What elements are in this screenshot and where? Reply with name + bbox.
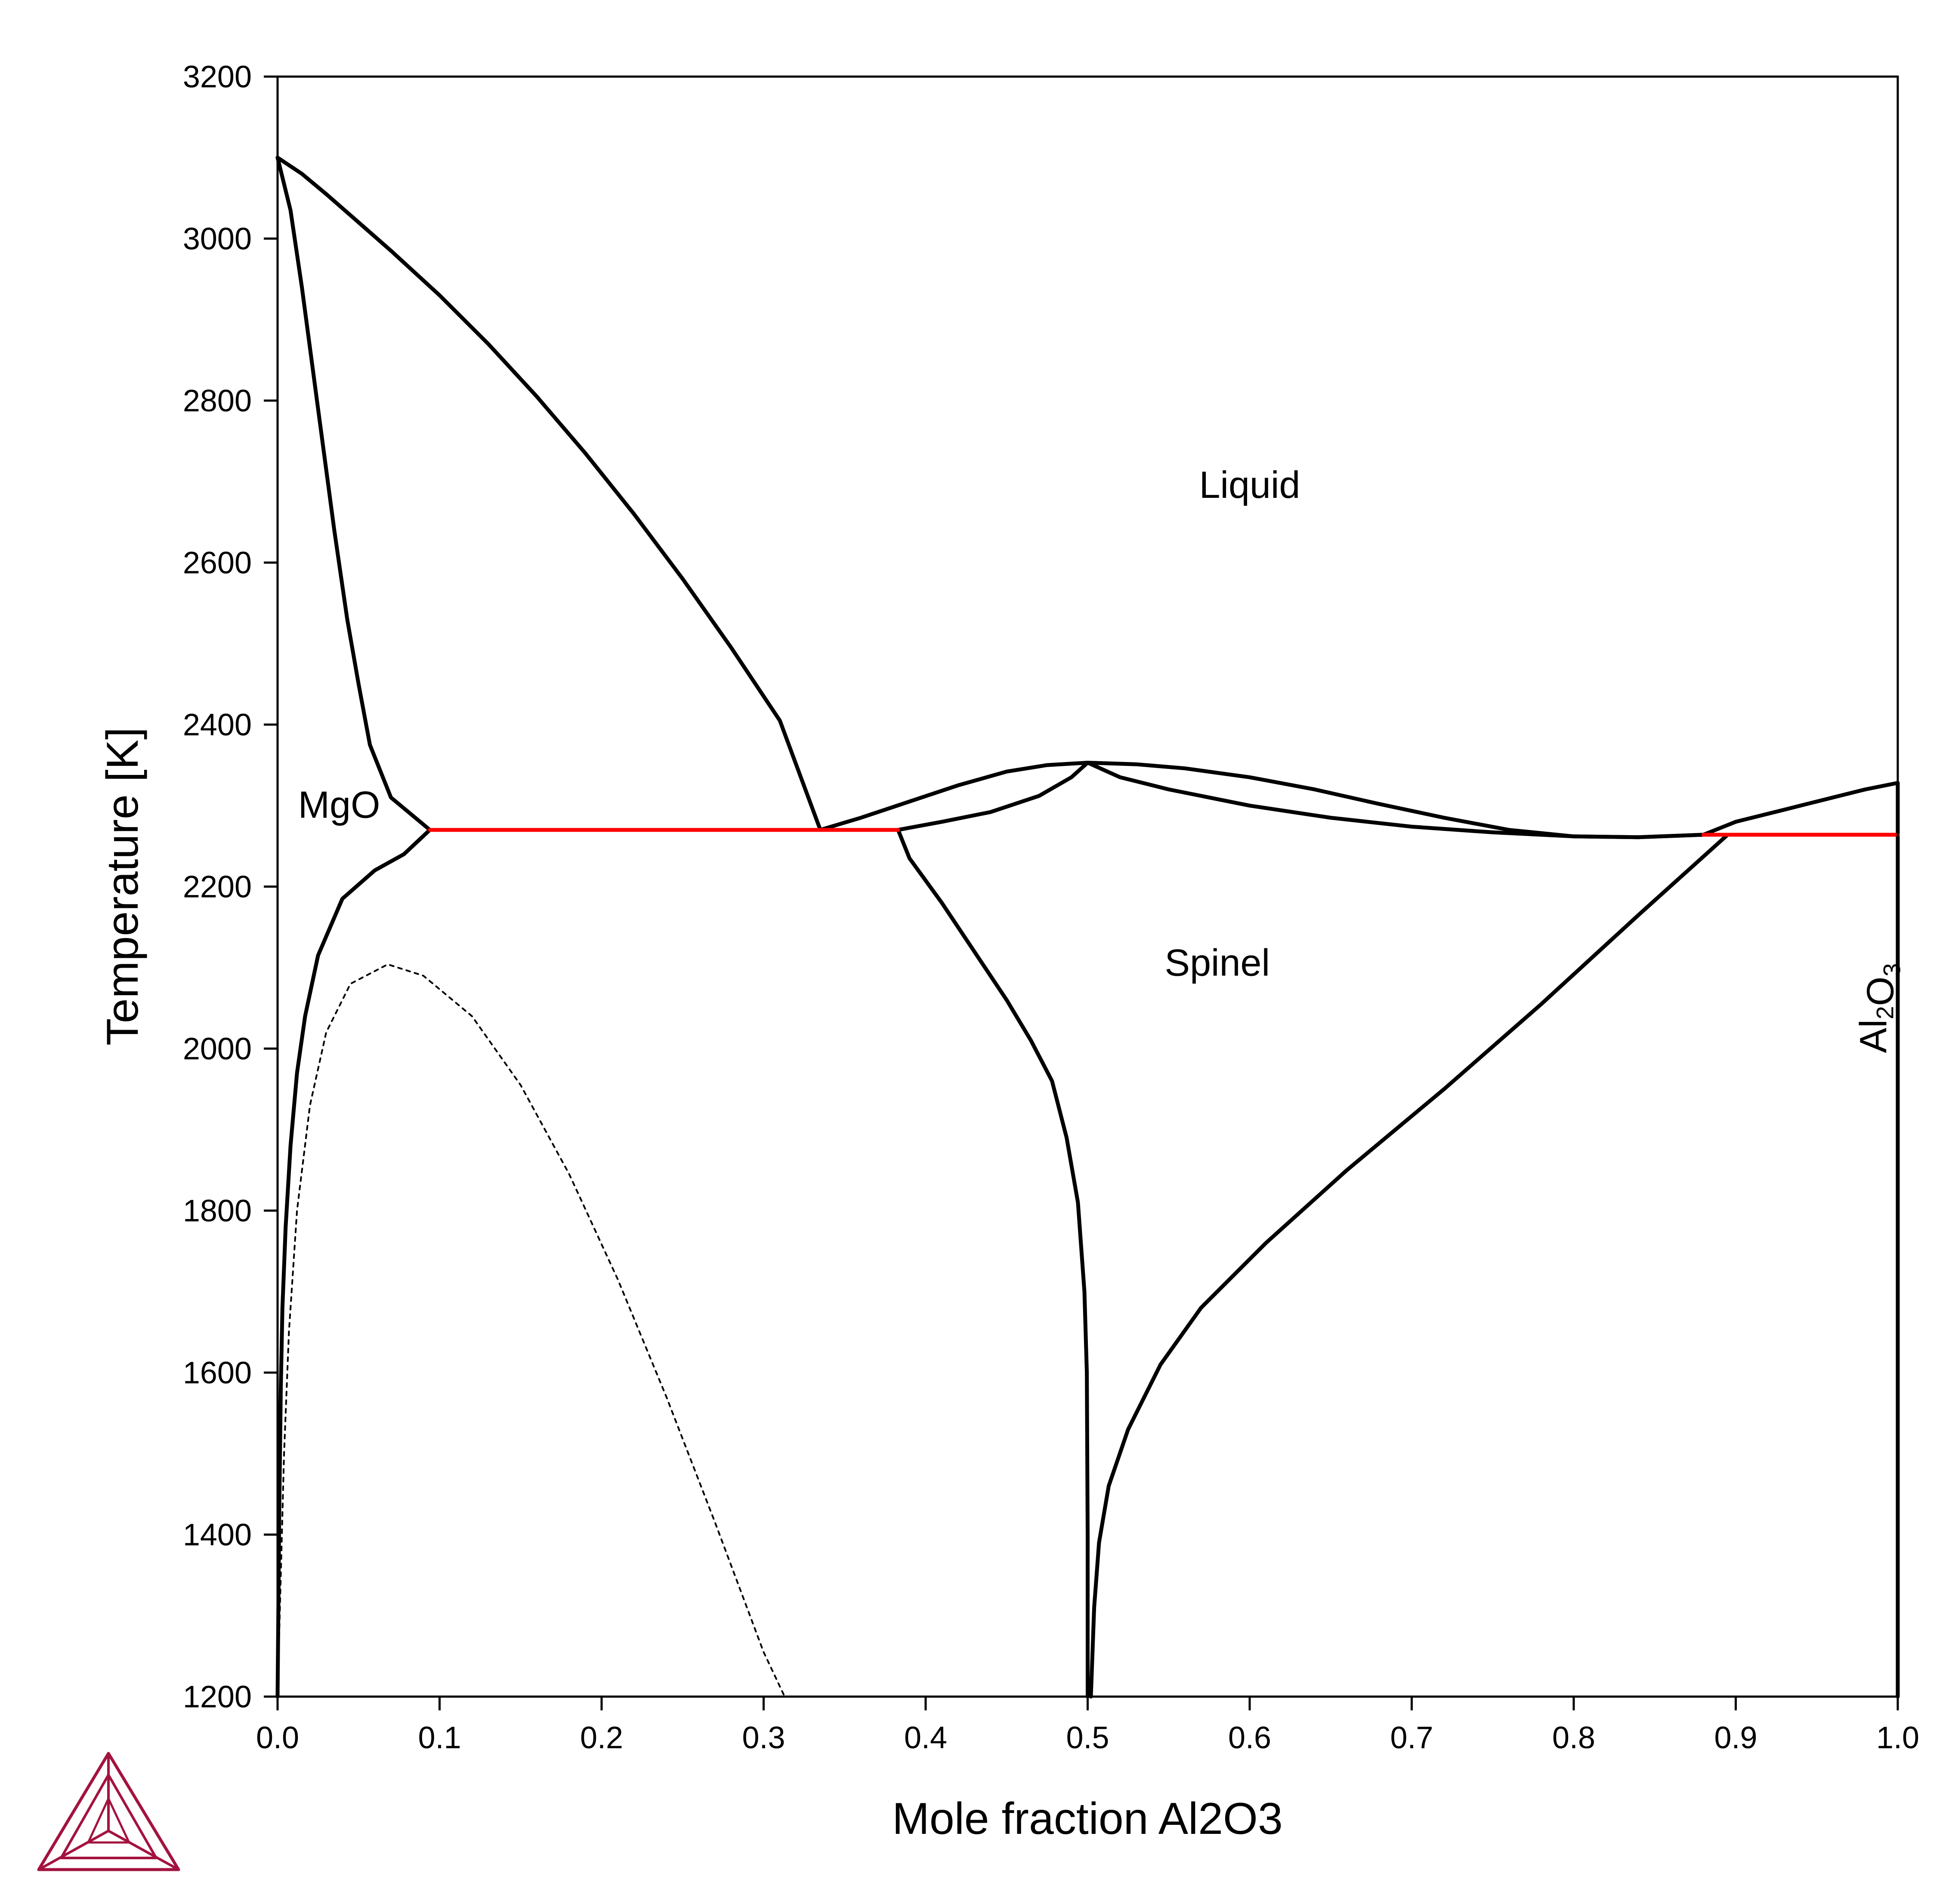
y-tick-label: 3200 — [183, 60, 252, 94]
x-tick-label: 1.0 — [1876, 1721, 1919, 1755]
region-label-spinel: Spinel — [1164, 941, 1270, 984]
x-tick-label: 0.5 — [1066, 1721, 1109, 1755]
phase-boundary-2 — [275, 828, 432, 1699]
phase-boundary-8 — [1089, 833, 1730, 1699]
y-tick-label: 1400 — [183, 1518, 252, 1552]
phase-boundary-6 — [1701, 781, 1900, 837]
y-tick-label: 2400 — [183, 708, 252, 742]
x-tick-label: 0.1 — [418, 1721, 461, 1755]
y-tick-label: 3000 — [183, 222, 252, 256]
plot-content — [275, 155, 1900, 1699]
x-tick-label: 0.8 — [1552, 1721, 1595, 1755]
phase-boundary-3 — [277, 963, 786, 1697]
x-tick-label: 0.6 — [1228, 1721, 1271, 1755]
y-tick-label: 2000 — [183, 1032, 252, 1066]
region-label-liquid: Liquid — [1199, 463, 1300, 506]
region-label-al2o3: Al2O3 — [1852, 963, 1905, 1053]
y-tick-label: 2600 — [183, 546, 252, 580]
region-label-mgo: MgO — [298, 783, 380, 826]
y-axis-title: Temperature [K] — [98, 727, 148, 1046]
y-tick-label: 1200 — [183, 1680, 252, 1714]
y-tick-label: 1600 — [183, 1356, 252, 1390]
x-axis-ticks: 0.0 0.1 0.2 0.3 0.4 0.5 0.6 0.7 0.8 0.9 1.0 — [256, 1697, 1919, 1755]
phase-boundary-0 — [275, 155, 822, 832]
x-tick-label: 0.7 — [1390, 1721, 1433, 1755]
x-tick-label: 0.2 — [580, 1721, 623, 1755]
y-tick-label: 1800 — [183, 1194, 252, 1228]
x-tick-label: 0.9 — [1714, 1721, 1757, 1755]
x-tick-label: 0.4 — [904, 1721, 947, 1755]
region-labels: Liquid MgO Spinel Al2O3 — [298, 463, 1905, 1053]
y-tick-label: 2800 — [183, 384, 252, 418]
phase-boundary-1 — [275, 155, 432, 832]
y-tick-label: 2200 — [183, 870, 252, 904]
x-tick-label: 0.3 — [742, 1721, 785, 1755]
phase-boundary-7 — [896, 828, 1090, 1699]
x-tick-label: 0.0 — [256, 1721, 299, 1755]
x-axis-title: Mole fraction Al2O3 — [892, 1794, 1283, 1844]
phase-boundary-5 — [896, 761, 1705, 839]
thermo-calc-logo-icon — [37, 1752, 180, 1871]
y-axis-ticks: 1200 1400 1600 1800 2000 2200 2400 2600 2800 3000… — [183, 60, 278, 1714]
phase-boundary-4 — [818, 761, 1705, 839]
